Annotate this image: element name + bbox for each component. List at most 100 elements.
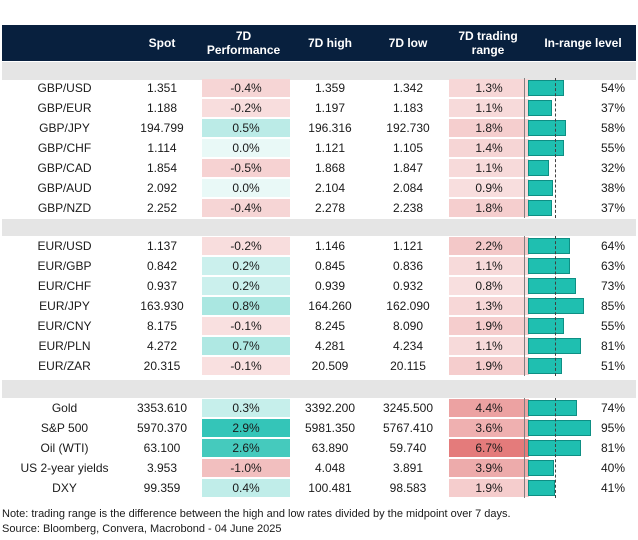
in-range-bar-track (528, 316, 594, 336)
high-value: 1.359 (314, 81, 346, 95)
high-value: 5981.350 (304, 421, 356, 435)
table-row: Oil (WTI) 63.100 2.6% 63.890 59.740 6.7% 81% (2, 438, 636, 458)
in-range-bar-track (528, 118, 594, 138)
trading-range-value: 1.1% (449, 99, 529, 117)
in-range-percent: 54% (600, 81, 626, 95)
spot-value: 99.359 (143, 481, 181, 495)
low-value: 2.084 (392, 181, 424, 195)
high-value: 4.048 (314, 461, 346, 475)
bar-axis-line (524, 398, 525, 498)
performance-value: 0.3% (202, 399, 290, 417)
trading-range-value: 2.2% (449, 237, 529, 255)
instrument-name: US 2-year yields (20, 461, 109, 475)
performance-value: 0.8% (202, 297, 290, 315)
in-range-bar-track (528, 336, 594, 356)
in-range-percent: 64% (600, 239, 626, 253)
trading-range-value: 1.9% (449, 317, 529, 335)
table-row: EUR/ZAR 20.315 -0.1% 20.509 20.115 1.9% 51% (2, 356, 636, 376)
in-range-bar (528, 358, 562, 374)
high-value: 1.121 (314, 141, 346, 155)
high-value: 100.481 (308, 481, 352, 495)
in-range-percent: 74% (600, 401, 626, 415)
instrument-name: GBP/EUR (37, 101, 92, 115)
in-range-percent: 73% (600, 279, 626, 293)
spot-value: 2.252 (146, 201, 178, 215)
group-separator (2, 219, 636, 236)
low-value: 20.115 (390, 359, 426, 373)
spot-value: 20.315 (143, 359, 181, 373)
in-range-percent: 40% (600, 461, 626, 475)
in-range-bar (528, 338, 581, 354)
instrument-name: EUR/CNY (37, 319, 92, 333)
performance-value: -0.4% (202, 199, 290, 217)
in-range-bar (528, 298, 584, 314)
trading-range-value: 1.3% (449, 297, 529, 315)
low-value: 59.740 (389, 441, 427, 455)
trading-range-value: 1.9% (449, 357, 529, 375)
high-value: 1.146 (314, 239, 346, 253)
high-value: 1.868 (314, 161, 346, 175)
midpoint-dashed-line (555, 236, 556, 376)
trading-range-value: 1.4% (449, 139, 529, 157)
low-value: 4.234 (392, 339, 424, 353)
in-range-bar-track (528, 398, 594, 418)
low-value: 0.932 (392, 279, 424, 293)
table-row: DXY 99.359 0.4% 100.481 98.583 1.9% 41% (2, 478, 636, 498)
low-value: 2.238 (392, 201, 424, 215)
high-value: 3392.200 (304, 401, 356, 415)
in-range-bar (528, 200, 552, 216)
performance-value: 0.0% (202, 139, 290, 157)
table-row: EUR/GBP 0.842 0.2% 0.845 0.836 1.1% 63% (2, 256, 636, 276)
in-range-percent: 37% (600, 101, 626, 115)
in-range-bar-track (528, 98, 594, 118)
instrument-name: Gold (51, 401, 78, 415)
trading-range-value: 1.3% (449, 79, 529, 97)
trading-range-value: 1.9% (449, 479, 529, 497)
in-range-bar (528, 80, 564, 96)
table-row: US 2-year yields 3.953 -1.0% 4.048 3.891 3.9%… (2, 458, 636, 478)
header-in-range-level: In-range level (544, 36, 622, 50)
in-range-bar-track (528, 438, 594, 458)
table-row: EUR/CHF 0.937 0.2% 0.939 0.932 0.8% 73% (2, 276, 636, 296)
in-range-percent: 55% (600, 319, 626, 333)
trading-range-value: 1.8% (449, 119, 529, 137)
spot-value: 4.272 (146, 339, 178, 353)
instrument-name: EUR/PLN (38, 339, 91, 353)
performance-value: 0.2% (202, 257, 290, 275)
in-range-percent: 38% (600, 181, 626, 195)
high-value: 0.939 (314, 279, 346, 293)
in-range-bar (528, 258, 570, 274)
instrument-name: GBP/AUD (37, 181, 92, 195)
group-separator (2, 380, 636, 398)
instrument-name: S&P 500 (40, 421, 89, 435)
low-value: 1.105 (392, 141, 424, 155)
high-value: 2.278 (314, 201, 346, 215)
high-value: 1.197 (314, 101, 346, 115)
bar-axis-line (524, 236, 525, 376)
in-range-bar-track (528, 418, 594, 438)
header-7d-trading-range: 7D trading range (458, 29, 518, 57)
in-range-bar-track (528, 158, 594, 178)
high-value: 63.890 (311, 441, 349, 455)
in-range-percent: 37% (600, 201, 626, 215)
performance-value: 0.4% (202, 479, 290, 497)
high-value: 8.245 (314, 319, 346, 333)
trading-range-value: 3.6% (449, 419, 529, 437)
in-range-bar (528, 440, 581, 456)
table-row: Gold 3353.610 0.3% 3392.200 3245.500 4.4% 74% (2, 398, 636, 418)
low-value: 98.583 (389, 481, 427, 495)
in-range-bar (528, 278, 576, 294)
in-range-bar (528, 460, 554, 476)
table-row: GBP/EUR 1.188 -0.2% 1.197 1.183 1.1% 37% (2, 98, 636, 118)
in-range-bar-track (528, 458, 594, 478)
spot-value: 1.351 (146, 81, 178, 95)
table-header: Spot 7D Performance 7D high 7D low 7D tr… (2, 25, 636, 61)
in-range-bar (528, 420, 591, 436)
spot-value: 63.100 (143, 441, 181, 455)
instrument-name: EUR/USD (37, 239, 92, 253)
in-range-bar-track (528, 356, 594, 376)
high-value: 20.509 (311, 359, 349, 373)
low-value: 1.183 (392, 101, 424, 115)
table-row: GBP/USD 1.351 -0.4% 1.359 1.342 1.3% 54% (2, 78, 636, 98)
in-range-percent: 41% (600, 481, 626, 495)
